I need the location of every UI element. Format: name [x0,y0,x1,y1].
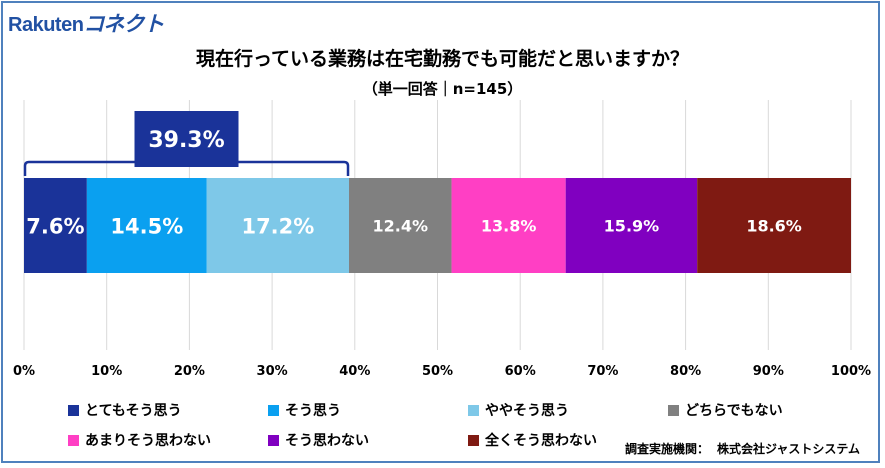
legend-label: そう思わない [285,433,369,449]
legend-item: 全くそう思わない [468,432,597,450]
legend-swatch [268,405,279,416]
x-tick-label: 10% [91,364,122,379]
bar-segment [349,178,452,273]
bar-segment [697,178,851,273]
legend-swatch [68,435,79,446]
legend-item: そう思わない [268,432,369,450]
bar-segment [206,178,350,273]
legend-label: とてもそう思う [85,403,182,419]
legend-swatch [268,435,279,446]
data-label: 14.5% [110,215,183,239]
legend-item: どちらでもない [668,402,783,420]
legend-item: そう思う [268,402,341,420]
data-label: 12.4% [373,217,429,236]
legend-swatch [68,405,79,416]
x-tick-label: 50% [422,364,453,379]
legend-swatch [468,405,479,416]
data-label: 7.6% [26,215,84,239]
x-tick-label: 70% [587,364,618,379]
logo-text-rakuten: Rakuten [8,14,84,36]
x-tick-label: 80% [670,364,701,379]
logo-text-connect: コネクト [83,13,164,36]
data-label: 17.2% [241,215,314,239]
source-value: 株式会社ジャストシステム [717,442,861,456]
chart-subtitle: （単一回答｜n=145） [362,80,523,98]
legend-item: あまりそう思わない [68,432,211,450]
legend-label: あまりそう思わない [85,433,211,449]
data-label: 15.9% [604,217,660,236]
summary-box [134,111,239,167]
legend-swatch [668,405,679,416]
legend-label: そう思う [285,403,341,419]
x-tick-label: 90% [753,364,784,379]
summary-label: 39.3% [148,128,224,153]
legend-item: とてもそう思う [68,402,182,420]
x-tick-label: 40% [339,364,370,379]
chart-title: 現在行っている業務は在宅勤務でも可能だと思いますか？ [195,48,690,70]
bar-segment [24,178,87,273]
x-tick-label: 20% [174,364,205,379]
legend-item: ややそう思う [468,402,569,420]
bar-segment [565,178,698,273]
source-note: 調査実施機関： 株式会社ジャストシステム [625,440,860,457]
bar-segment [451,178,566,273]
data-label: 13.8% [481,217,537,236]
legend-label: ややそう思う [485,403,569,419]
rakuten-connect-logo: Rakutenコネクト [8,8,164,38]
legend-swatch [468,435,479,446]
legend-label: 全くそう思わない [485,433,597,449]
legend-label: どちらでもない [685,403,783,419]
bar-segment [86,178,207,273]
x-tick-label: 100% [831,364,871,379]
x-tick-label: 30% [257,364,288,379]
x-tick-label: 0% [13,364,35,379]
data-label: 18.6% [746,217,802,236]
x-tick-label: 60% [505,364,536,379]
source-label: 調査実施機関： [625,442,710,456]
